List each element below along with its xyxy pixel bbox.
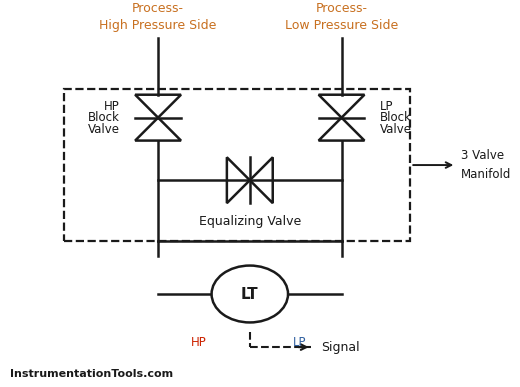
Text: High Pressure Side: High Pressure Side — [99, 19, 217, 33]
Text: Equalizing Valve: Equalizing Valve — [199, 214, 301, 228]
Text: 3 Valve: 3 Valve — [461, 149, 504, 162]
Circle shape — [212, 265, 288, 322]
Text: Signal: Signal — [321, 341, 360, 354]
Text: Process-: Process- — [132, 2, 184, 15]
Text: HP: HP — [191, 336, 206, 349]
Text: LP: LP — [293, 336, 307, 349]
Text: Process-: Process- — [316, 2, 368, 15]
Text: InstrumentationTools.com: InstrumentationTools.com — [10, 369, 174, 379]
Bar — [64, 89, 410, 241]
Text: Block: Block — [380, 111, 412, 124]
Text: LP: LP — [380, 100, 393, 113]
Text: Block: Block — [88, 111, 120, 124]
Text: HP: HP — [104, 100, 120, 113]
Text: Valve: Valve — [88, 123, 120, 135]
Text: Manifold: Manifold — [461, 168, 512, 181]
Text: Low Pressure Side: Low Pressure Side — [285, 19, 398, 33]
Text: LT: LT — [241, 286, 258, 301]
Text: Valve: Valve — [380, 123, 412, 135]
